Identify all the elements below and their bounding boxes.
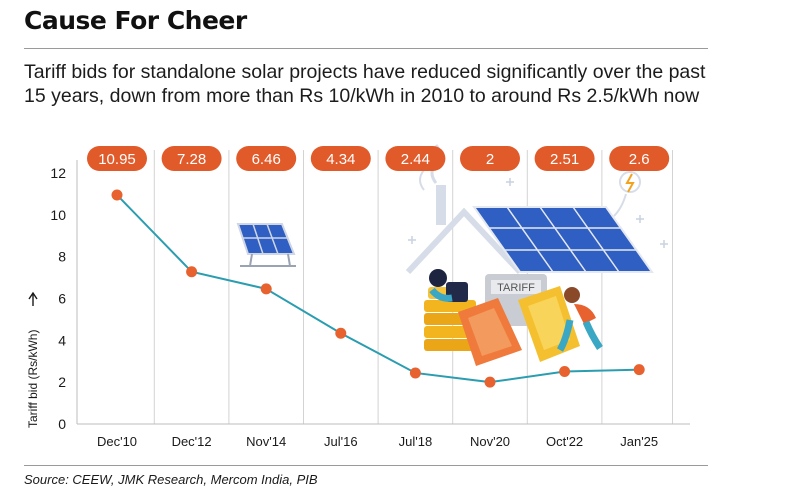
data-point	[484, 376, 496, 388]
data-label-pill	[385, 146, 446, 171]
data-label: 2.44	[401, 151, 430, 168]
roof-solar-panel-icon	[472, 206, 654, 273]
data-point	[409, 367, 421, 379]
y-tick-label: 8	[58, 249, 66, 265]
small-solar-panel-icon	[236, 223, 296, 267]
grid-lines	[153, 150, 673, 424]
sparkle-icons	[408, 178, 668, 248]
x-tick-label: Nov'14	[246, 434, 286, 449]
data-point	[186, 266, 198, 278]
lightbulb-icon	[613, 171, 641, 217]
data-label-pill	[161, 146, 222, 171]
data-point	[111, 189, 123, 201]
y-tick-label: 12	[50, 165, 66, 181]
y-axis-label: Tariff bid (Rs/kWh)	[26, 330, 40, 428]
axes: Tariff bid (Rs/kWh)	[26, 160, 690, 428]
data-point	[335, 327, 347, 339]
y-tick-label: 4	[58, 332, 66, 348]
data-label-pill	[87, 146, 147, 171]
y-tick-label: 0	[58, 416, 66, 432]
x-tick-label: Dec'10	[97, 434, 137, 449]
data-label: 2.6	[629, 151, 650, 168]
data-label: 7.28	[177, 151, 206, 168]
x-tick-label: Jan'25	[620, 434, 658, 449]
data-point	[559, 365, 571, 377]
data-labels: 10.95 7.28 6.46 4.34 2.44 2 2.51 2.6	[87, 146, 670, 171]
data-label-pill	[236, 146, 297, 171]
page-title: Cause For Cheer	[24, 6, 247, 35]
series-line	[116, 194, 640, 384]
tariff-sign-text: TARIFF	[497, 282, 535, 294]
data-label: 10.95	[98, 151, 136, 168]
x-tick-label: Dec'12	[172, 434, 212, 449]
data-label: 2.51	[550, 151, 579, 168]
person-left-icon	[429, 269, 468, 302]
x-tick-label: Jul'18	[399, 434, 433, 449]
tariff-line	[116, 194, 640, 384]
up-arrow-icon	[28, 291, 38, 306]
title-divider	[24, 48, 708, 49]
data-point	[633, 364, 645, 376]
data-label: 6.46	[252, 151, 281, 168]
x-tick-label: Jul'16	[324, 434, 358, 449]
x-tick-label: Nov'20	[470, 434, 510, 449]
y-tick-label: 6	[58, 291, 66, 307]
subtitle: Tariff bids for standalone solar project…	[24, 61, 706, 107]
data-label-pill	[460, 146, 520, 171]
tick-labels: 0 2 4 6 8 10 12 Dec'10 Dec'12 Nov'14 Jul'16 Jul'18 N…	[50, 165, 658, 449]
data-label-pill	[609, 146, 670, 171]
y-tick-label: 10	[50, 207, 66, 223]
source-note: Source: CEEW, JMK Research, Mercom India…	[24, 472, 318, 487]
data-label: 2	[486, 151, 494, 168]
x-tick-label: Oct'22	[546, 434, 583, 449]
orange-box-icon	[458, 298, 522, 366]
data-point	[260, 283, 272, 295]
data-label-pill	[534, 146, 595, 171]
y-tick-label: 2	[58, 374, 66, 390]
solar-illustration: TARIFF	[236, 144, 668, 366]
source-divider	[24, 465, 708, 466]
person-right-icon	[556, 287, 603, 352]
data-label: 4.34	[326, 151, 355, 168]
data-label-pill	[310, 146, 371, 171]
data-points	[111, 189, 645, 388]
